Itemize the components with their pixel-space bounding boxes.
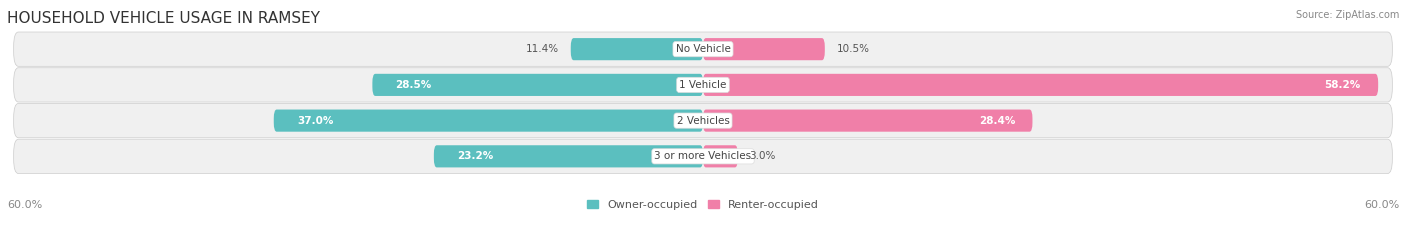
FancyBboxPatch shape bbox=[434, 145, 703, 168]
Text: 28.4%: 28.4% bbox=[979, 116, 1015, 126]
FancyBboxPatch shape bbox=[703, 145, 738, 168]
FancyBboxPatch shape bbox=[14, 32, 1392, 66]
FancyBboxPatch shape bbox=[14, 68, 1392, 102]
Text: 60.0%: 60.0% bbox=[7, 200, 42, 210]
Text: HOUSEHOLD VEHICLE USAGE IN RAMSEY: HOUSEHOLD VEHICLE USAGE IN RAMSEY bbox=[7, 11, 321, 26]
Text: 28.5%: 28.5% bbox=[395, 80, 432, 90]
FancyBboxPatch shape bbox=[373, 74, 703, 96]
FancyBboxPatch shape bbox=[703, 110, 1032, 132]
Text: 3.0%: 3.0% bbox=[749, 151, 776, 161]
Text: 11.4%: 11.4% bbox=[526, 44, 560, 54]
Text: 3 or more Vehicles: 3 or more Vehicles bbox=[654, 151, 752, 161]
FancyBboxPatch shape bbox=[703, 38, 825, 60]
Text: No Vehicle: No Vehicle bbox=[675, 44, 731, 54]
Text: 10.5%: 10.5% bbox=[837, 44, 869, 54]
Text: 2 Vehicles: 2 Vehicles bbox=[676, 116, 730, 126]
Text: Source: ZipAtlas.com: Source: ZipAtlas.com bbox=[1296, 10, 1399, 20]
FancyBboxPatch shape bbox=[274, 110, 703, 132]
Text: 37.0%: 37.0% bbox=[297, 116, 333, 126]
FancyBboxPatch shape bbox=[14, 139, 1392, 174]
Text: 58.2%: 58.2% bbox=[1324, 80, 1361, 90]
Text: 23.2%: 23.2% bbox=[457, 151, 494, 161]
FancyBboxPatch shape bbox=[14, 103, 1392, 138]
Legend: Owner-occupied, Renter-occupied: Owner-occupied, Renter-occupied bbox=[582, 195, 824, 214]
FancyBboxPatch shape bbox=[571, 38, 703, 60]
Text: 1 Vehicle: 1 Vehicle bbox=[679, 80, 727, 90]
Text: 60.0%: 60.0% bbox=[1364, 200, 1399, 210]
FancyBboxPatch shape bbox=[703, 74, 1378, 96]
